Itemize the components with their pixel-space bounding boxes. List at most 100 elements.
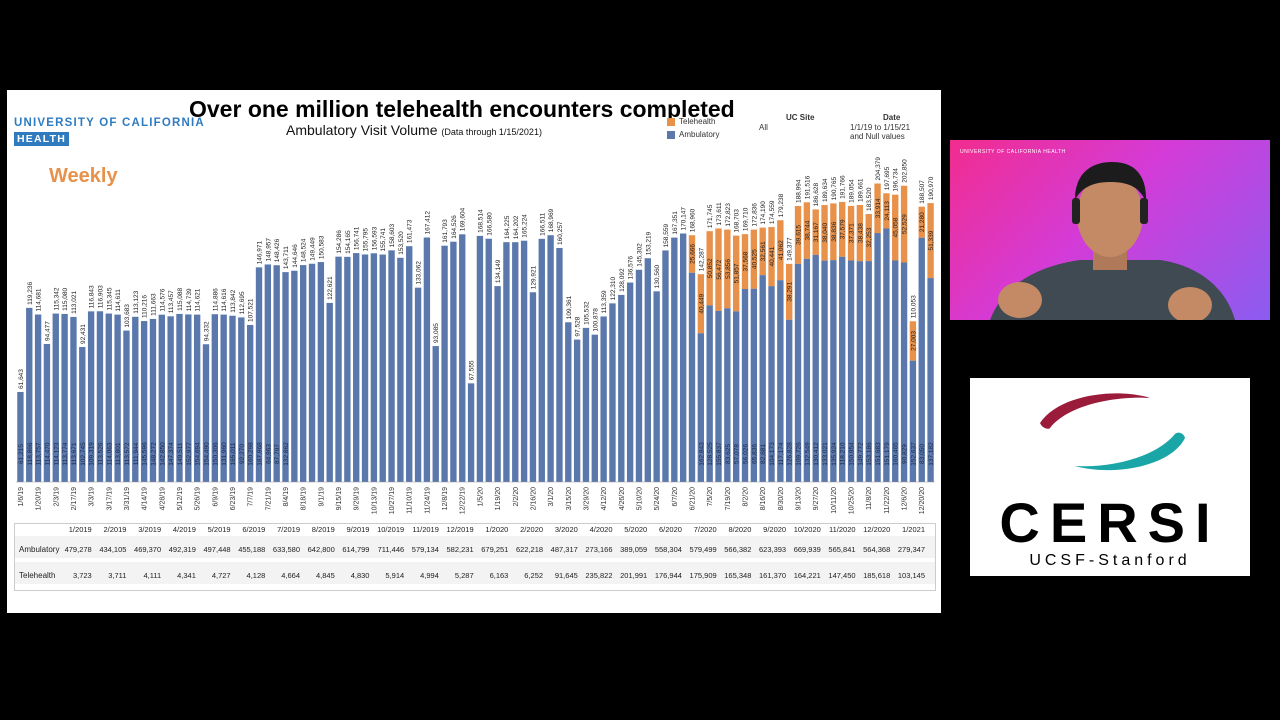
bar-ambulatory <box>87 311 95 482</box>
bar-ambulatory-label: 117,174 <box>778 442 785 465</box>
bar-ambulatory <box>900 262 908 482</box>
table-cell-telehealth: 103,145 <box>898 571 925 580</box>
bar-ambulatory <box>741 289 749 482</box>
x-tick-label: 12/20/20 <box>919 487 926 514</box>
x-tick-label: 1/19/20 <box>495 487 502 510</box>
table-cell-ambulatory: 389,059 <box>620 545 647 554</box>
bar-total-label: 134,149 <box>495 259 502 283</box>
bar-ambulatory <box>512 242 519 482</box>
bar-telehealth-label: 40,449 <box>698 293 705 313</box>
bar-total-label: 142,287 <box>698 247 705 271</box>
bar-total-label: 130,560 <box>654 264 661 288</box>
bar-total-label: 114,681 <box>36 288 43 311</box>
x-tick-label: 3/1/20 <box>548 487 555 507</box>
bar-telehealth <box>794 205 802 264</box>
table-cell-ambulatory: 279,347 <box>898 545 925 554</box>
table-row-label: Telehealth <box>19 571 55 580</box>
x-tick-label: 3/31/19 <box>124 487 131 510</box>
bar-ambulatory-label: 153,186 <box>866 442 873 466</box>
bar-ambulatory <box>821 260 828 482</box>
bar-ambulatory-label: 113,757 <box>36 442 43 465</box>
bar-ambulatory <box>600 316 607 482</box>
bar-total-label: 122,621 <box>327 276 334 300</box>
table-cell-ambulatory: 679,251 <box>481 545 508 554</box>
x-tick-label: 4/14/19 <box>142 487 149 510</box>
bar-total-label: 171,745 <box>707 204 714 228</box>
table-col-header: 2/2019 <box>103 525 126 534</box>
table-cell-telehealth: 91,645 <box>555 571 578 580</box>
x-tick-label: 11/22/20 <box>884 487 891 514</box>
bar-ambulatory-label: 114,063 <box>106 442 113 465</box>
bar-ambulatory <box>229 315 236 482</box>
x-tick-label: 3/15/20 <box>566 487 573 510</box>
table-cell-telehealth: 4,111 <box>144 571 162 580</box>
bar-telehealth <box>847 205 855 261</box>
bar-ambulatory <box>768 286 775 482</box>
bar-telehealth <box>688 235 696 273</box>
bar-total-label: 115,080 <box>62 288 69 311</box>
bar-total-label: 148,957 <box>265 238 272 262</box>
table-col-header: 5/2019 <box>208 525 231 534</box>
bar-telehealth-label: 38,040 <box>822 223 829 243</box>
bar-telehealth-label: 24,113 <box>884 201 891 221</box>
x-tick-label: 12/22/19 <box>460 487 467 514</box>
table-cell-ambulatory: 711,446 <box>378 545 405 554</box>
bar-telehealth-label: 38,438 <box>857 223 864 243</box>
table-col-header: 6/2019 <box>242 525 265 534</box>
bar-ambulatory <box>679 233 687 482</box>
x-tick-label: 9/15/19 <box>336 487 343 510</box>
bar-telehealth <box>786 263 793 320</box>
filter-site-label: UC Site <box>786 113 814 122</box>
table-cell-telehealth: 201,991 <box>620 571 647 580</box>
filter-site-label-text: UC Site <box>786 113 815 122</box>
bar-total-label: 191,766 <box>840 175 847 199</box>
bar-ambulatory <box>167 316 174 482</box>
x-tick-label: 9/27/20 <box>813 487 820 510</box>
x-tick-label: 3/17/19 <box>106 487 113 510</box>
bar-total-label: 92,431 <box>80 324 87 344</box>
bar-ambulatory <box>140 321 148 482</box>
bar-ambulatory <box>114 314 121 482</box>
x-tick-label: 3/3/19 <box>89 487 96 507</box>
presentation-slide: UNIVERSITY OF CALIFORNIA HEALTH Over one… <box>7 90 941 613</box>
bar-total-label: 105,532 <box>583 301 590 325</box>
bar-ambulatory-label: 113,572 <box>124 442 131 465</box>
table-col-header: 3/2020 <box>555 525 578 534</box>
table-col-header: 12/2020 <box>863 525 890 534</box>
bar-ambulatory <box>397 257 404 482</box>
bar-total-label: 111,663 <box>150 293 157 316</box>
bar-ambulatory <box>847 260 855 482</box>
bar-total-label: 153,520 <box>398 231 405 255</box>
bar-total-label: 164,526 <box>451 215 458 239</box>
bar-total-label: 129,921 <box>530 265 537 289</box>
bar-ambulatory <box>335 256 342 482</box>
bar-total-label: 189,634 <box>822 178 829 202</box>
bar-telehealth-label: 21,280 <box>919 212 926 232</box>
table-cell-ambulatory: 487,317 <box>551 545 578 554</box>
bar-total-label: 122,310 <box>610 276 617 300</box>
table-col-header: 3/2019 <box>138 525 161 534</box>
bar-ambulatory <box>547 235 554 482</box>
bar-ambulatory <box>777 280 784 482</box>
bar-ambulatory <box>149 318 157 482</box>
weekly-visit-chart: 61,643 61,215 1/6/19 119,236 118,866 114,681 1… <box>16 157 935 514</box>
bar-total-label: 173,611 <box>716 202 723 225</box>
bar-ambulatory-label: 132,862 <box>283 442 290 466</box>
bar-ambulatory <box>697 333 705 482</box>
bar-ambulatory-label: 109,319 <box>89 442 96 466</box>
bar-total-label: 148,524 <box>301 238 308 262</box>
bar-ambulatory-label: 61,215 <box>18 444 25 464</box>
bar-total-label: 107,521 <box>248 298 255 322</box>
table-cell-ambulatory: 273,166 <box>585 545 612 554</box>
bar-ambulatory <box>379 254 386 482</box>
bar-total-label: 153,219 <box>645 231 652 255</box>
bar-ambulatory <box>476 235 484 482</box>
bar-total-label: 113,021 <box>71 291 78 314</box>
x-tick-label: 7/5/20 <box>707 487 714 507</box>
speaker-silhouette <box>990 162 1235 320</box>
bar-total-label: 164,225 <box>504 215 511 239</box>
table-cell-telehealth: 4,845 <box>316 571 335 580</box>
table-cell-telehealth: 185,618 <box>863 571 890 580</box>
bar-ambulatory <box>503 242 510 482</box>
filter-date-value-1: 1/1/19 to 1/15/21 <box>850 123 911 132</box>
